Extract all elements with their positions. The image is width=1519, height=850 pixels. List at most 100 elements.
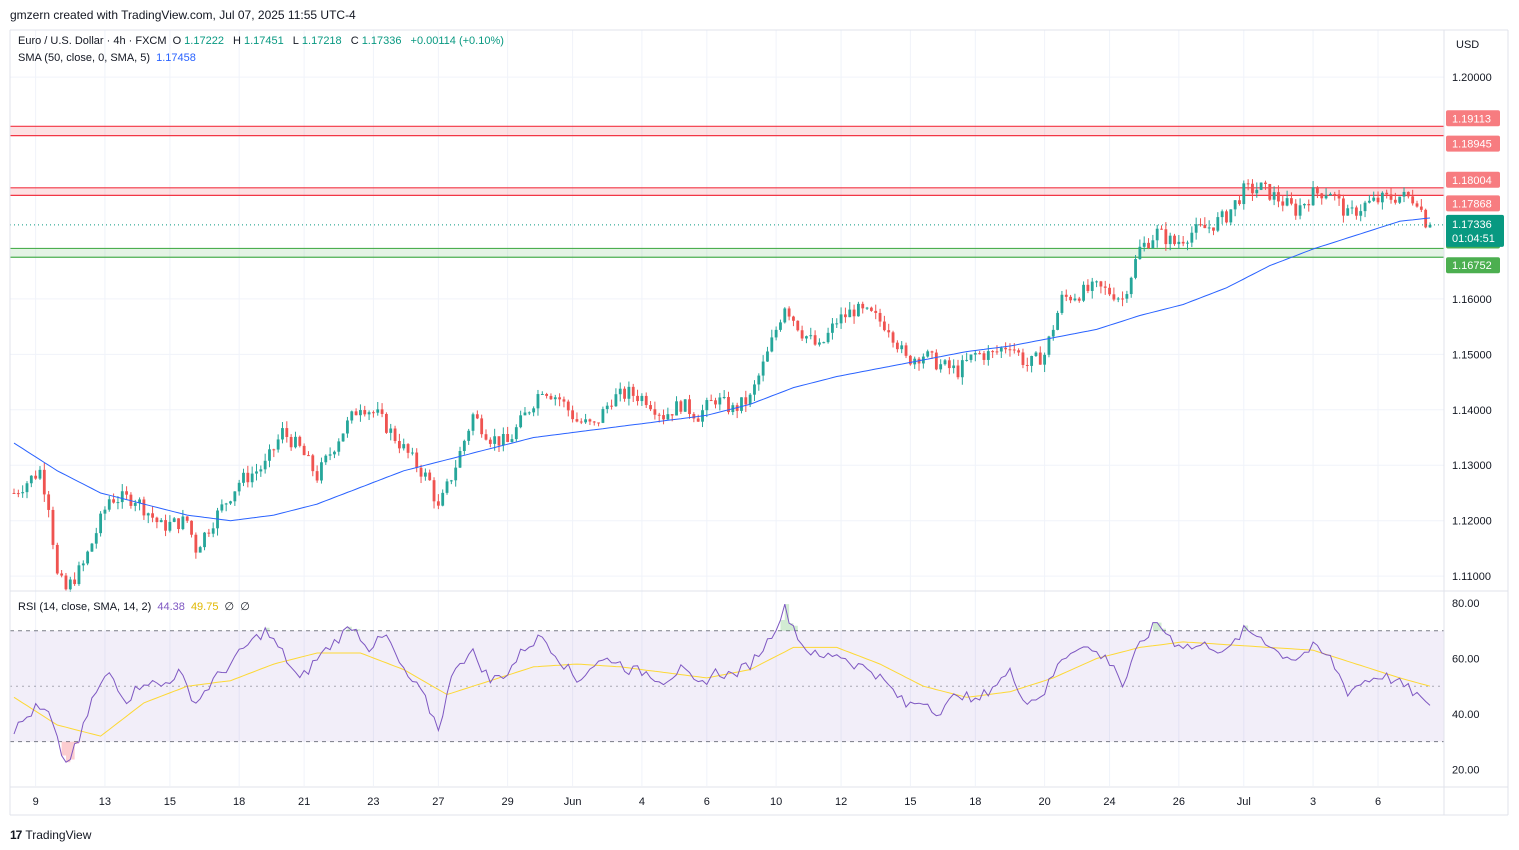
candle xyxy=(579,418,583,425)
candle xyxy=(185,516,189,523)
candle xyxy=(1194,217,1198,240)
candle xyxy=(831,318,834,340)
time-tick-label: 27 xyxy=(432,796,444,808)
symbol-title[interactable]: Euro / U.S. Dollar · 4h · FXCM xyxy=(18,35,167,47)
svg-text:1.19113: 1.19113 xyxy=(1452,113,1491,125)
candle xyxy=(960,355,964,385)
candle xyxy=(346,416,349,438)
candle xyxy=(307,451,310,457)
candle xyxy=(1229,209,1233,226)
time-tick-label: 3 xyxy=(1310,796,1316,808)
sma-legend[interactable]: SMA (50, close, 0, SMA, 5) 1.17458 xyxy=(18,52,199,64)
candle xyxy=(1212,227,1215,236)
candle xyxy=(1328,192,1332,196)
candle xyxy=(848,301,852,318)
candle xyxy=(454,460,458,487)
candle xyxy=(64,572,68,591)
candle xyxy=(268,444,271,468)
price-tags: 1.191131.189451.180041.178681.169101.167… xyxy=(1446,110,1504,274)
rsi-legend[interactable]: RSI (14, close, SMA, 14, 2) 44.38 49.75 … xyxy=(18,600,253,613)
candle xyxy=(384,412,388,434)
candle xyxy=(1411,189,1415,206)
candle xyxy=(1056,310,1060,331)
candle xyxy=(194,532,198,559)
rsi-tick-label: 40.00 xyxy=(1452,709,1480,721)
candle xyxy=(636,389,639,406)
candle xyxy=(982,350,986,365)
candle xyxy=(1233,200,1237,217)
candle xyxy=(259,465,263,477)
rsi-tick-label: 80.00 xyxy=(1452,598,1480,610)
candle xyxy=(103,506,107,521)
candle xyxy=(999,346,1003,359)
candle xyxy=(766,346,769,362)
candle xyxy=(146,512,150,524)
candle xyxy=(363,405,367,417)
candle xyxy=(908,354,912,366)
candle xyxy=(1116,296,1120,303)
candle xyxy=(787,306,791,321)
candle xyxy=(207,528,211,537)
price-pane[interactable] xyxy=(10,30,1444,590)
currency-label[interactable]: USD xyxy=(1456,39,1479,51)
time-tick-label: 21 xyxy=(298,796,310,808)
svg-text:01:04:51: 01:04:51 xyxy=(1452,233,1495,245)
candle xyxy=(497,436,501,452)
candle xyxy=(1064,289,1068,302)
candle xyxy=(1160,225,1163,230)
candle xyxy=(761,355,765,382)
candle xyxy=(809,327,813,340)
candle xyxy=(172,517,176,523)
time-tick-label: 15 xyxy=(164,796,176,808)
time-axis[interactable]: 9 13 15 18 21 23 27 29 Jun 4 6 10 12 15 18 20 24 26 Jul 3 6 xyxy=(33,796,1382,808)
candle xyxy=(1220,209,1224,225)
candle xyxy=(475,410,479,420)
candle xyxy=(1285,190,1289,207)
rsi-axis[interactable]: 80.00 60.00 40.00 20.00 xyxy=(1452,598,1480,776)
candle xyxy=(1311,181,1315,206)
candle xyxy=(878,308,882,327)
candle xyxy=(138,497,141,511)
candle xyxy=(1112,287,1116,302)
candle xyxy=(458,446,462,469)
price-tick-label: 1.20000 xyxy=(1452,72,1492,84)
candle xyxy=(623,386,626,402)
price-tick-label: 1.11000 xyxy=(1452,571,1491,583)
candle xyxy=(333,450,336,459)
candle xyxy=(1419,199,1423,213)
last-price-tag: 1.17336 01:04:51 xyxy=(1446,214,1504,247)
candle xyxy=(1367,195,1371,204)
candle xyxy=(1303,203,1306,209)
candle xyxy=(1415,200,1419,208)
rsi-pane[interactable] xyxy=(10,603,1444,763)
candle xyxy=(471,412,475,436)
candle xyxy=(181,509,185,531)
candle xyxy=(1298,198,1302,220)
candle xyxy=(428,469,432,481)
time-tick-label: 13 xyxy=(99,796,111,808)
candle xyxy=(718,392,722,411)
candle xyxy=(947,357,951,375)
svg-text:1.17868: 1.17868 xyxy=(1452,198,1492,210)
candle xyxy=(272,448,276,458)
candle xyxy=(822,341,826,344)
price-axis[interactable]: 1.20000 1.16000 1.15000 1.14000 1.13000 1.120… xyxy=(1452,72,1492,583)
candle xyxy=(1268,183,1272,202)
candle xyxy=(1380,191,1384,210)
candle xyxy=(891,330,895,348)
candle xyxy=(1034,351,1038,357)
candle xyxy=(1108,283,1111,297)
candle xyxy=(770,329,774,353)
candle xyxy=(969,354,973,363)
candle xyxy=(800,325,804,342)
candle xyxy=(116,496,120,510)
candle xyxy=(480,414,484,438)
candle xyxy=(826,327,830,344)
candle xyxy=(203,531,206,551)
candle xyxy=(610,399,613,410)
candle xyxy=(410,447,414,456)
candle xyxy=(1021,348,1025,369)
candle xyxy=(1069,294,1072,304)
candle xyxy=(1389,187,1393,204)
